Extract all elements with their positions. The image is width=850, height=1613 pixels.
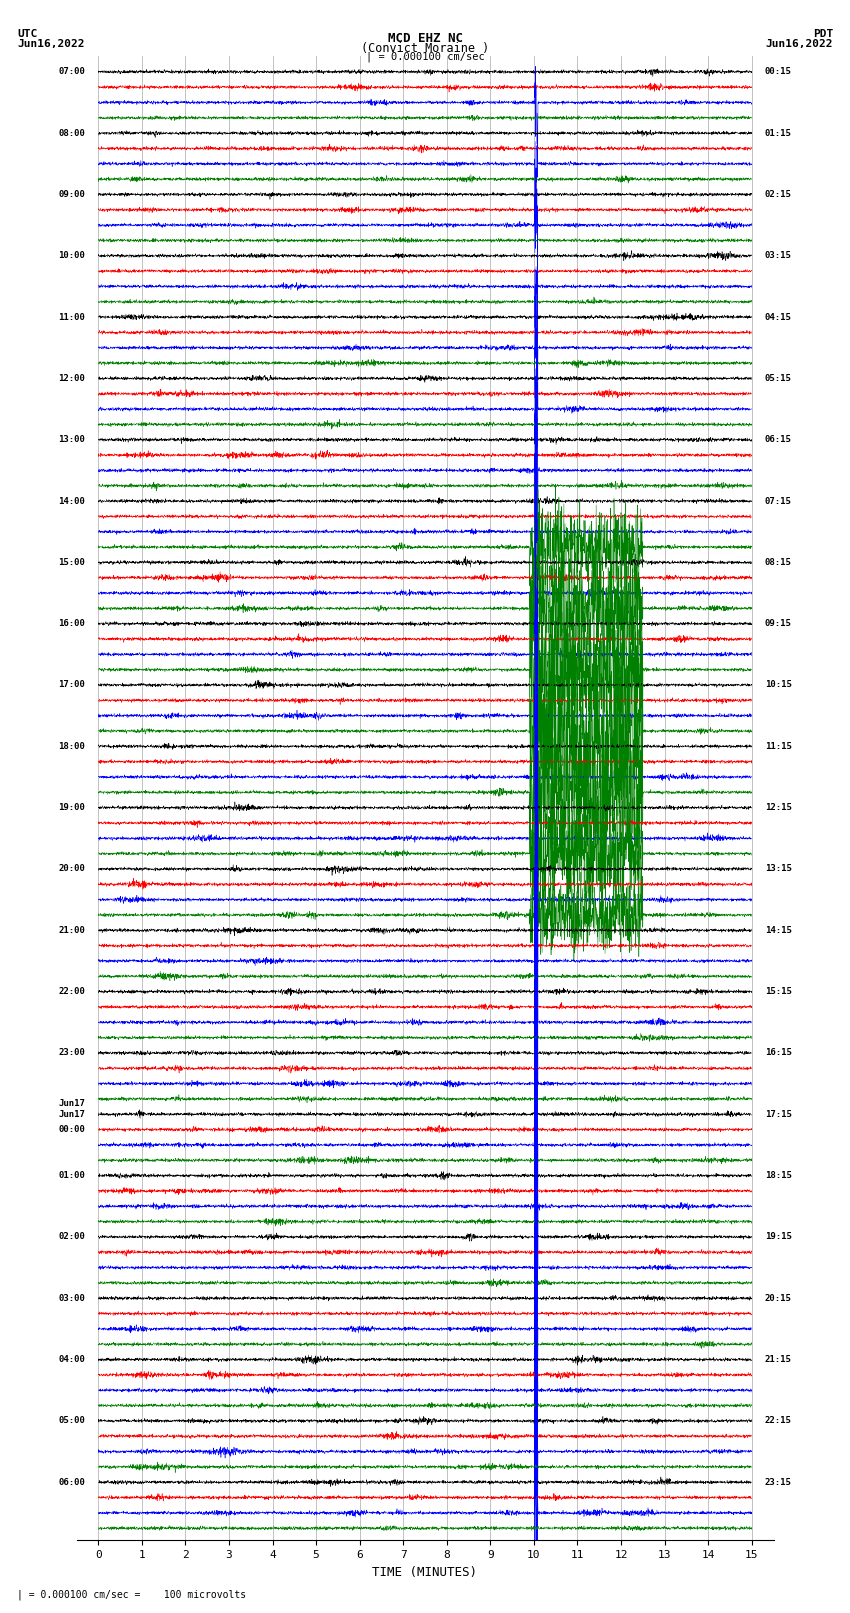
Text: 08:15: 08:15 [765, 558, 791, 566]
Text: Jun16,2022: Jun16,2022 [17, 39, 84, 48]
Text: 16:00: 16:00 [59, 619, 85, 627]
Text: 15:15: 15:15 [765, 987, 791, 997]
Text: 19:00: 19:00 [59, 803, 85, 811]
Text: 06:00: 06:00 [59, 1478, 85, 1487]
Text: Jun16,2022: Jun16,2022 [766, 39, 833, 48]
Text: MCD EHZ NC: MCD EHZ NC [388, 32, 462, 45]
Text: UTC: UTC [17, 29, 37, 39]
Text: 11:00: 11:00 [59, 313, 85, 321]
Text: (Convict Moraine ): (Convict Moraine ) [361, 42, 489, 55]
Text: 14:00: 14:00 [59, 497, 85, 505]
Text: 05:15: 05:15 [765, 374, 791, 382]
Text: | = 0.000100 cm/sec: | = 0.000100 cm/sec [366, 52, 484, 63]
Text: 09:15: 09:15 [765, 619, 791, 627]
Text: 23:00: 23:00 [59, 1048, 85, 1058]
Text: 23:15: 23:15 [765, 1478, 791, 1487]
Text: 04:15: 04:15 [765, 313, 791, 321]
Text: 13:00: 13:00 [59, 436, 85, 444]
Text: 01:15: 01:15 [765, 129, 791, 137]
Text: 20:00: 20:00 [59, 865, 85, 874]
Text: 02:15: 02:15 [765, 190, 791, 198]
Text: 22:15: 22:15 [765, 1416, 791, 1426]
Text: 14:15: 14:15 [765, 926, 791, 936]
Text: 19:15: 19:15 [765, 1232, 791, 1242]
Text: 01:00: 01:00 [59, 1171, 85, 1181]
Text: 21:15: 21:15 [765, 1355, 791, 1365]
Text: 15:00: 15:00 [59, 558, 85, 566]
Text: Jun17: Jun17 [59, 1110, 85, 1119]
Text: 09:00: 09:00 [59, 190, 85, 198]
Text: 22:00: 22:00 [59, 987, 85, 997]
Text: 07:15: 07:15 [765, 497, 791, 505]
Text: PDT: PDT [813, 29, 833, 39]
Text: 12:00: 12:00 [59, 374, 85, 382]
Text: 06:15: 06:15 [765, 436, 791, 444]
Text: 18:15: 18:15 [765, 1171, 791, 1181]
Text: 07:00: 07:00 [59, 68, 85, 76]
Text: Jun17: Jun17 [59, 1098, 85, 1108]
Text: 13:15: 13:15 [765, 865, 791, 874]
Text: 11:15: 11:15 [765, 742, 791, 750]
Text: 03:00: 03:00 [59, 1294, 85, 1303]
Text: 21:00: 21:00 [59, 926, 85, 936]
Text: 03:15: 03:15 [765, 252, 791, 260]
Text: 00:15: 00:15 [765, 68, 791, 76]
Text: 02:00: 02:00 [59, 1232, 85, 1242]
Text: 18:00: 18:00 [59, 742, 85, 750]
Text: 16:15: 16:15 [765, 1048, 791, 1058]
Text: 10:00: 10:00 [59, 252, 85, 260]
Text: 17:15: 17:15 [765, 1110, 791, 1119]
Text: 10:15: 10:15 [765, 681, 791, 689]
Text: 05:00: 05:00 [59, 1416, 85, 1426]
Text: 08:00: 08:00 [59, 129, 85, 137]
X-axis label: TIME (MINUTES): TIME (MINUTES) [372, 1566, 478, 1579]
Text: | = 0.000100 cm/sec =    100 microvolts: | = 0.000100 cm/sec = 100 microvolts [17, 1589, 246, 1600]
Text: 00:00: 00:00 [59, 1124, 85, 1134]
Text: 04:00: 04:00 [59, 1355, 85, 1365]
Text: 12:15: 12:15 [765, 803, 791, 811]
Text: 17:00: 17:00 [59, 681, 85, 689]
Text: 20:15: 20:15 [765, 1294, 791, 1303]
